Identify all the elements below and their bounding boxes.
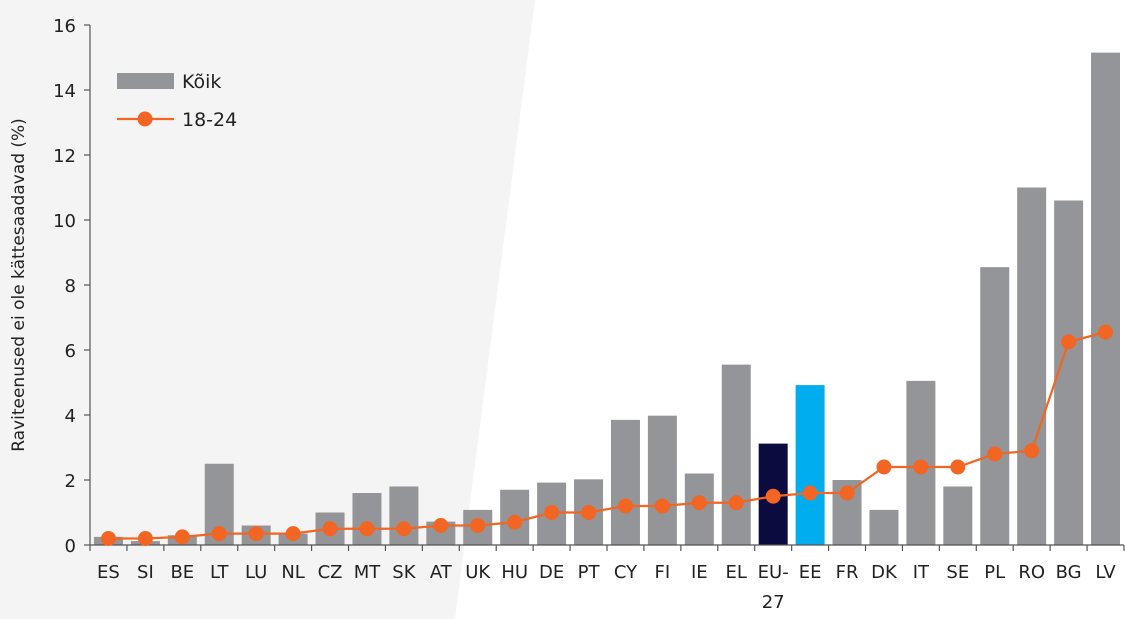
line-series-path [108, 331, 1106, 540]
line-point-es [100, 531, 116, 546]
line-point-eu-27 [765, 488, 781, 504]
line-point-cz [322, 521, 338, 537]
line-point-dk [876, 459, 892, 475]
y-tick-label: 10 [53, 211, 76, 232]
x-tick-label: PL [984, 562, 1005, 583]
bar-lv [1091, 52, 1121, 545]
line-point-ee [802, 485, 818, 501]
y-tick-label: 8 [65, 276, 76, 297]
bar-dk [869, 509, 899, 545]
line-point-uk [470, 518, 486, 533]
x-tick-label: LV [1095, 562, 1116, 583]
x-tick-label: BG [1056, 562, 1082, 583]
bar-cy [610, 419, 640, 545]
x-tick-label: DK [871, 562, 898, 583]
line-point-at [433, 518, 449, 533]
x-tick-label: HU [501, 562, 528, 583]
legend-label-bar: Kõik [182, 71, 221, 93]
bar-at [426, 521, 456, 545]
y-tick-label: 2 [65, 471, 76, 492]
x-tick-label: BE [170, 562, 194, 583]
line-point-lt [211, 526, 227, 542]
line-point-hu [507, 514, 523, 530]
x-tick-label: LT [210, 562, 230, 583]
line-point-mt [359, 521, 375, 537]
x-tick-label: EL [726, 562, 747, 583]
y-tick-label: 0 [65, 536, 76, 557]
line-point-cy [617, 498, 633, 514]
line-point-nl [285, 526, 301, 542]
legend-swatch-bar [117, 73, 174, 89]
bar-ee [795, 385, 825, 545]
line-point-ro [1024, 443, 1040, 459]
x-tick-label: EE [799, 562, 822, 583]
line-point-si [137, 531, 153, 546]
x-tick-label: SK [392, 562, 416, 583]
bar-el [721, 364, 751, 545]
bar-ro [1017, 187, 1047, 545]
x-axis: ES SI BE LT LU NL CZ MT SK AT UK HU DE PT CY FI IE EL EU-2… [89, 544, 1125, 613]
line-point-be [174, 529, 190, 545]
background-panel [0, 0, 535, 619]
bar-mt [352, 493, 382, 545]
line-point-fr [839, 485, 855, 501]
x-tick-label: MT [354, 562, 382, 583]
line-point-it [913, 459, 929, 475]
bar-pl [980, 267, 1010, 545]
line-point-fi [654, 498, 670, 514]
y-axis-label: Raviteenused ei ole kättesaadavad (%) [9, 118, 29, 452]
legend: Kõik 18-24 [117, 71, 237, 131]
x-tick-label: FI [655, 562, 671, 583]
y-tick-label: 6 [65, 341, 76, 362]
x-tick-label: DE [539, 562, 564, 583]
x-tick-label: SE [946, 562, 969, 583]
legend-label-line: 18-24 [182, 109, 237, 131]
x-tick-label: IE [691, 562, 708, 583]
x-tick-label: NL [281, 562, 305, 583]
y-tick-label: 4 [65, 406, 76, 427]
line-point-lv [1098, 324, 1114, 340]
y-tick-label: 12 [53, 146, 76, 167]
x-tick-label: SI [137, 562, 154, 583]
x-tick-label: IT [913, 562, 930, 583]
line-point-se [950, 459, 966, 475]
x-tick-label: LU [245, 562, 267, 583]
bar-se [943, 486, 973, 545]
line-point-pl [987, 446, 1003, 462]
line-point-de [544, 505, 560, 520]
x-tick-label: ES [97, 562, 120, 583]
x-tick-label: CY [614, 562, 638, 583]
line-point-bg [1061, 334, 1077, 350]
x-tick-label: FR [836, 562, 859, 583]
bar-fi [647, 415, 677, 545]
x-tick-label: RO [1018, 562, 1045, 583]
line-point-el [728, 495, 744, 511]
y-tick-label: 16 [53, 16, 76, 37]
x-tick-label: AT [430, 562, 453, 583]
legend-marker-line [137, 111, 153, 127]
line-point-pt [581, 505, 597, 520]
x-tick-label: PT [578, 562, 601, 583]
x-tick-label: UK [465, 562, 491, 583]
line-point-sk [396, 521, 412, 537]
y-tick-label: 14 [53, 81, 76, 102]
line-series-group [100, 324, 1114, 546]
line-point-ie [691, 495, 707, 511]
y-axis: 0 2 4 6 8 10 12 14 16 [53, 16, 91, 557]
x-tick-label: EU-27 [758, 562, 789, 613]
line-point-lu [248, 526, 264, 542]
x-tick-label: CZ [318, 562, 343, 583]
